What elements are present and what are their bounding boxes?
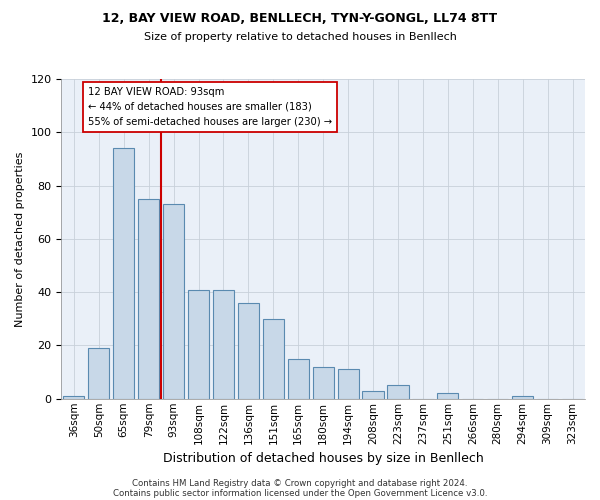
Bar [238, 303, 259, 399]
Bar [63, 396, 85, 399]
Bar [512, 396, 533, 399]
Bar [313, 367, 334, 399]
Bar [88, 348, 109, 399]
Bar [388, 386, 409, 399]
Bar [338, 370, 359, 399]
X-axis label: Distribution of detached houses by size in Benllech: Distribution of detached houses by size … [163, 452, 484, 465]
Text: Size of property relative to detached houses in Benllech: Size of property relative to detached ho… [143, 32, 457, 42]
Text: 12 BAY VIEW ROAD: 93sqm
← 44% of detached houses are smaller (183)
55% of semi-d: 12 BAY VIEW ROAD: 93sqm ← 44% of detache… [88, 87, 332, 126]
Bar [263, 319, 284, 399]
Bar [138, 199, 159, 399]
Text: Contains HM Land Registry data © Crown copyright and database right 2024.: Contains HM Land Registry data © Crown c… [132, 478, 468, 488]
Bar [188, 290, 209, 399]
Text: Contains public sector information licensed under the Open Government Licence v3: Contains public sector information licen… [113, 488, 487, 498]
Bar [163, 204, 184, 399]
Bar [287, 359, 309, 399]
Bar [437, 394, 458, 399]
Bar [213, 290, 234, 399]
Text: 12, BAY VIEW ROAD, BENLLECH, TYN-Y-GONGL, LL74 8TT: 12, BAY VIEW ROAD, BENLLECH, TYN-Y-GONGL… [103, 12, 497, 26]
Y-axis label: Number of detached properties: Number of detached properties [15, 151, 25, 326]
Bar [362, 391, 383, 399]
Bar [113, 148, 134, 399]
